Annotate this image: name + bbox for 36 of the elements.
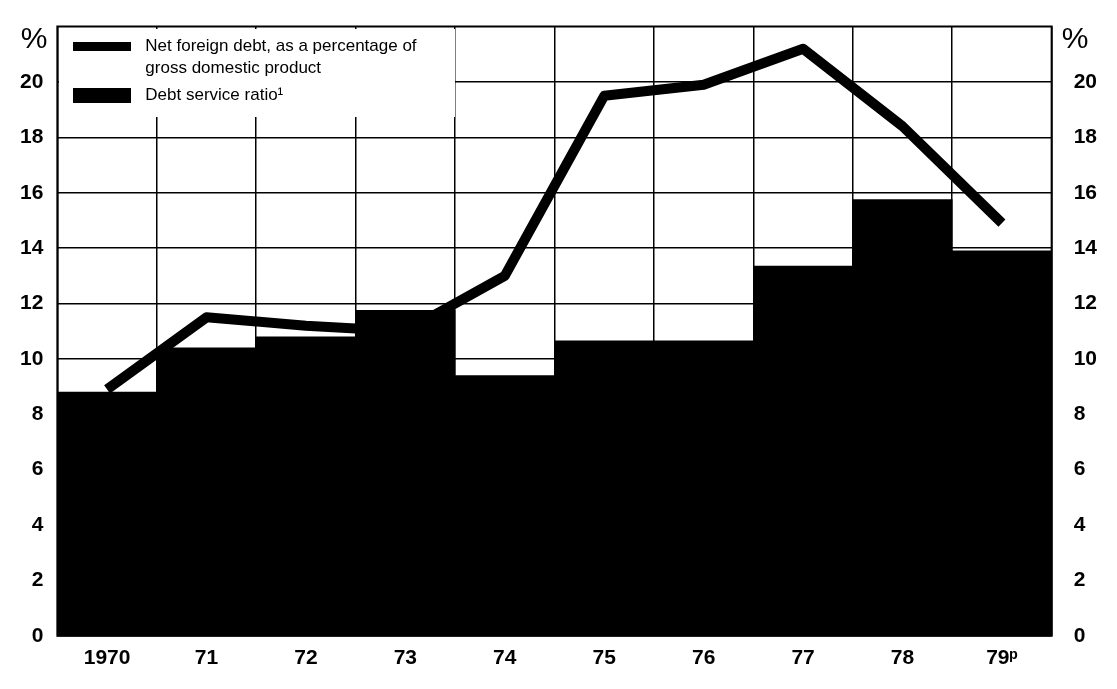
x-tick-label: 76 (691, 645, 716, 669)
y2-tick-label: 6 (1073, 456, 1086, 480)
y-tick-label: 20 (20, 68, 44, 92)
legend-label: Net foreign debt, as a percentage of gross domestic product (145, 34, 418, 79)
y2-tick-label: 14 (1073, 234, 1098, 258)
y-tick-label: 0 (31, 622, 44, 646)
y-tick-label: 12 (20, 290, 44, 314)
y2-tick-label: 16 (1073, 179, 1097, 203)
y-tick-label: 16 (20, 179, 44, 203)
x-tick-label: 72 (294, 645, 318, 669)
y-tick-label: 2 (31, 567, 44, 591)
x-tick-label: 79ᵖ (986, 645, 1018, 669)
y-tick-label: 10 (20, 345, 44, 369)
y-tick-label: 8 (31, 401, 44, 425)
y2-tick-label: 20 (1073, 68, 1097, 92)
y2-axis-title: % (1061, 20, 1089, 54)
y2-tick-label: 2 (1073, 567, 1086, 591)
x-tick-label: 1970 (83, 645, 131, 669)
y-axis-title: % (20, 20, 48, 54)
y2-tick-label: 4 (1073, 511, 1086, 535)
x-tick-label: 77 (791, 645, 815, 669)
y-tick-label: 4 (31, 511, 44, 535)
y-tick-label: 18 (20, 124, 44, 148)
x-tick-label: 74 (493, 645, 517, 669)
y-tick-label: 6 (31, 456, 44, 480)
x-tick-label: 73 (393, 645, 418, 669)
x-tick-label: 78 (890, 645, 915, 669)
y-tick-label: 14 (20, 234, 44, 258)
y2-tick-label: 12 (1073, 290, 1097, 314)
y2-tick-label: 10 (1073, 345, 1097, 369)
y2-tick-label: 0 (1073, 622, 1086, 646)
x-tick-label: 75 (592, 645, 617, 669)
y2-tick-label: 18 (1073, 124, 1098, 148)
legend-label: Debt service ratio¹ (145, 83, 285, 106)
x-tick-label: 71 (194, 645, 219, 669)
y2-tick-label: 8 (1073, 401, 1086, 425)
